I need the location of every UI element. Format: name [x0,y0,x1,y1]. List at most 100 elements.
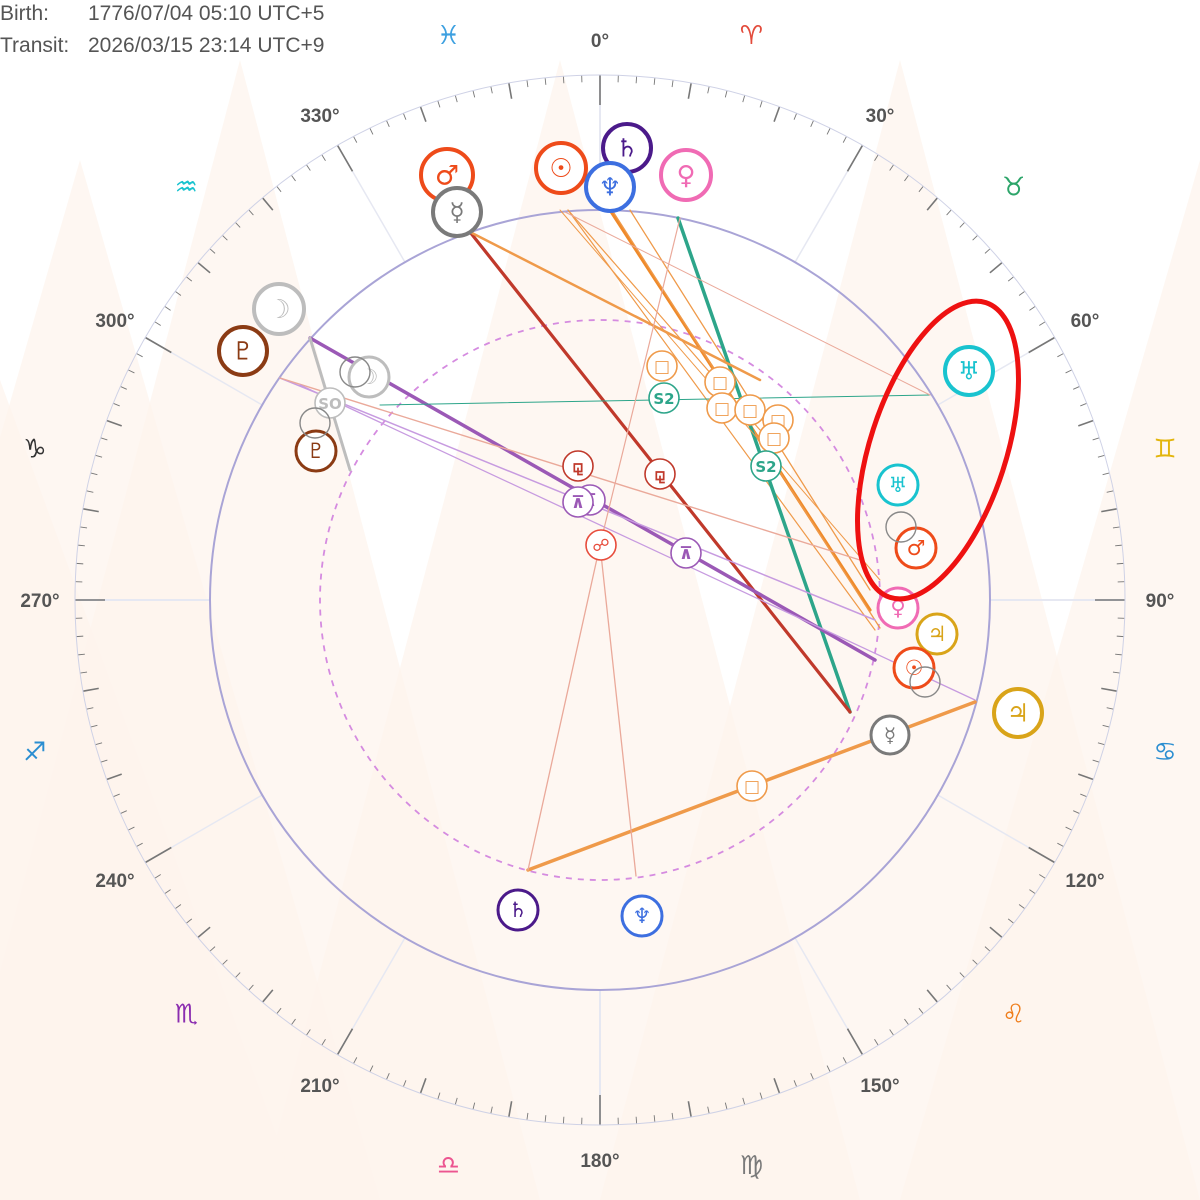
natal-mercury[interactable]: ☿ [869,714,911,756]
degree-label: 330° [300,106,339,127]
degree-tick [773,106,781,122]
transit-venus[interactable]: ♀ [659,148,713,202]
natal-saturn[interactable]: ♄ [496,888,540,932]
degree-tick [402,1080,407,1087]
transit-sun[interactable]: ☉ [534,141,588,195]
degree-tick [113,402,120,407]
degree-tick [197,926,211,939]
planet-circle [252,282,306,336]
transit-mercury[interactable]: ☿ [431,186,483,238]
degree-tick [472,90,476,98]
degree-tick [164,889,171,894]
planet-glyph: ♃ [1007,699,1029,728]
aspect-line [527,544,601,871]
degree-tick [386,1073,390,1080]
square-marker: □ [758,422,790,454]
marker-circle [750,450,782,482]
degree-tick [154,874,161,879]
degree-tick [1078,773,1094,781]
degree-tick [959,222,966,228]
degree-tick [1112,526,1120,529]
marker-circle [585,529,617,561]
planet-glyph: ♀ [676,161,695,191]
transit-line: Transit: 2026/03/15 23:14 UTC+9 [0,34,324,58]
transit-pluto[interactable]: ♇ [217,325,269,377]
degree-tick [248,984,254,991]
degree-tick [80,526,88,529]
birth-value: 1776/07/04 05:10 UTC+5 [88,2,325,25]
sagittarius-glyph: ♐ [23,737,46,767]
degree-tick [826,127,831,135]
degree-tick [759,1092,763,1100]
degree-tick [209,248,216,254]
planet-circle [915,612,959,656]
degree-tick [508,82,513,99]
planet-glyph: ♃ [928,622,947,646]
degree-tick [707,86,710,94]
degree-tick [1097,454,1105,458]
opposition-marker: ☍ [585,529,617,561]
transit-saturn[interactable]: ♄ [601,122,653,174]
degree-tick [261,197,274,211]
degree-tick [234,972,241,978]
degree-tick [100,759,108,763]
birth-label: Birth: [0,2,50,25]
degree-label: 150° [860,1076,899,1097]
natal-uranus[interactable]: ♅ [876,463,920,507]
transit-uranus[interactable]: ♅ [943,345,995,397]
degree-tick [946,984,952,991]
degree-tick [90,724,98,728]
natal-pluto[interactable]: ♇ [294,429,338,473]
marker-circle [648,382,680,414]
transit-neptune[interactable]: ♆ [584,161,636,213]
degree-tick [889,164,894,171]
transit-jupiter[interactable]: ♃ [992,687,1044,739]
degree-tick [1057,353,1064,358]
degree-label: 0° [591,31,609,52]
degree-tick [197,261,211,274]
scorpio-glyph: ♏ [175,1000,198,1030]
degree-tick [353,1057,358,1064]
natal-jupiter[interactable]: ♃ [915,612,959,656]
planet-glyph: ♅ [958,357,980,386]
degree-tick [1112,671,1120,674]
background-peak [900,160,1200,1200]
overlap-circle [339,356,371,388]
degree-tick [1078,419,1094,427]
natal-mars[interactable]: ♂ [894,526,938,570]
marker-glyph: ⚼ [572,457,584,477]
degree-tick [1115,544,1123,547]
natal-neptune[interactable]: ♆ [620,894,664,938]
cancer-glyph: ♋ [1153,737,1176,767]
marker-circle [646,350,678,382]
natal-sun[interactable]: ☉ [892,646,936,690]
outer-tick-ring [74,74,1126,1126]
degree-tick [653,1115,656,1123]
planet-glyph: ☽ [267,295,290,325]
degree-tick [846,144,864,172]
degree-tick [984,248,991,254]
degree-tick [1101,508,1118,513]
degree-label: 270° [20,591,59,612]
planet-circle [992,687,1044,739]
degree-tick [454,95,458,103]
degree-tick [136,353,143,358]
planet-glyph: ♀ [890,596,905,620]
degree-tick [1039,321,1046,326]
degree-tick [100,437,108,441]
degree-tick [1073,810,1080,814]
degree-tick [306,1029,311,1036]
degree-tick [113,793,120,798]
leo-glyph: ♌ [1002,1000,1025,1030]
degree-tick [724,90,728,98]
planet-circle [876,463,920,507]
degree-tick [1097,742,1105,746]
degree-tick [437,1092,441,1100]
transit-moon[interactable]: ☽ [252,282,306,336]
degree-tick [1039,874,1046,879]
planet-glyph: ☉ [905,656,924,680]
aspect-line [299,384,976,701]
degree-tick [353,136,358,143]
degree-tick [926,197,939,211]
degree-tick [248,209,254,216]
